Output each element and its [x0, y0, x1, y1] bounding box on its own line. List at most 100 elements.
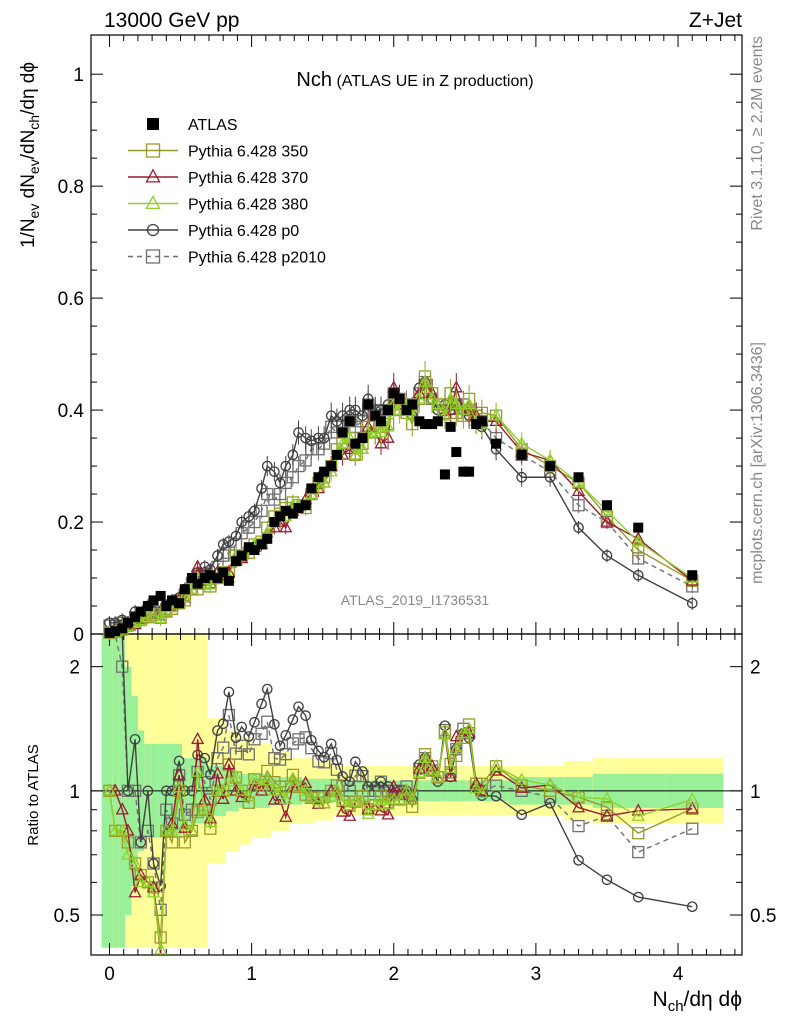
- axes-frame: [90, 34, 743, 956]
- data-point: [217, 718, 229, 730]
- data-point: [235, 783, 249, 796]
- data-point: [235, 739, 248, 752]
- data-point: [146, 223, 160, 237]
- x-axis-label: Nch/dη dϕ: [653, 988, 742, 1015]
- data-point: [370, 410, 381, 421]
- data-point: [412, 765, 426, 778]
- data-point: [274, 477, 286, 489]
- data-point: [516, 471, 528, 483]
- data-point: [631, 534, 645, 547]
- data-point: [571, 789, 586, 803]
- data-point: [475, 785, 489, 798]
- data-point: [236, 550, 247, 561]
- data-point: [135, 837, 147, 848]
- data-point: [191, 805, 204, 819]
- data-point: [185, 823, 199, 836]
- data-point: [632, 569, 644, 581]
- data-point: [223, 536, 235, 547]
- data-point: [451, 447, 462, 458]
- data-point: [117, 623, 128, 634]
- data-point: [292, 733, 305, 746]
- data-point: [399, 783, 414, 796]
- ratio-y-tick-label: 2: [69, 658, 80, 679]
- data-point: [406, 800, 419, 813]
- legend-label: Pythia 6.428 380: [188, 197, 308, 214]
- data-point: [573, 522, 584, 533]
- data-point: [444, 391, 458, 404]
- data-point: [122, 785, 134, 797]
- data-point: [357, 410, 368, 421]
- legend-entry: Pythia 6.428 380: [128, 194, 308, 214]
- data-point: [414, 416, 425, 427]
- data-point: [115, 823, 129, 836]
- data-point: [229, 770, 243, 783]
- data-point: [243, 511, 255, 522]
- data-point: [355, 793, 370, 807]
- data-point: [191, 764, 205, 777]
- x-tick-label: 0: [104, 964, 115, 985]
- data-point: [191, 731, 205, 745]
- data-point: [337, 410, 348, 421]
- data-point: [261, 683, 273, 695]
- data-point: [601, 500, 612, 511]
- data-point: [438, 408, 452, 421]
- rivet-version-label: Rivet 3.1.10, ≥ 2.2M events: [749, 36, 766, 231]
- data-point: [273, 783, 287, 796]
- data-point: [407, 399, 418, 410]
- legend-label: ATLAS: [188, 117, 238, 134]
- series-atlas: [104, 388, 698, 638]
- ratio-series-line: [108, 727, 693, 950]
- data-point: [154, 610, 168, 624]
- data-point: [324, 789, 338, 802]
- data-point: [242, 789, 256, 802]
- ratio-y-tick-label: 0.5: [54, 906, 80, 927]
- data-point: [269, 517, 280, 528]
- data-point: [300, 432, 311, 444]
- data-point: [439, 720, 451, 732]
- plot-title-sub: (ATLAS UE in Z production): [336, 73, 533, 90]
- data-point: [305, 435, 317, 447]
- data-point: [357, 433, 368, 444]
- data-point: [269, 718, 280, 730]
- data-point: [348, 794, 362, 807]
- data-point: [344, 404, 356, 416]
- data-point: [632, 827, 645, 840]
- data-point: [230, 530, 242, 542]
- ratio-y-tick-label-right: 2: [750, 658, 761, 679]
- data-point: [178, 817, 192, 831]
- y-axis-label-part: 1/N: [18, 218, 39, 248]
- data-point: [449, 397, 463, 410]
- data-point: [142, 785, 154, 797]
- tick-labels: 0 1 2 3 4 0 0.2 0.4 0.6 0.8 1 0.5 0.5 1 1 2 2: [54, 65, 777, 985]
- data-point: [632, 891, 644, 903]
- data-point: [388, 388, 399, 399]
- y-axis-label-part: ch: [26, 115, 42, 130]
- data-point: [394, 393, 405, 404]
- data-point: [306, 483, 317, 494]
- legend-entry: Pythia 6.428 p0: [128, 223, 299, 240]
- data-point: [685, 801, 699, 814]
- y-axis-label-part: /dη dϕ: [18, 62, 39, 115]
- data-point: [261, 764, 274, 778]
- data-point: [489, 758, 503, 772]
- data-point: [142, 601, 153, 612]
- data-point: [199, 561, 211, 573]
- x-tick-label: 2: [388, 964, 399, 985]
- x-axis-label-part: N: [653, 988, 668, 1011]
- data-point: [444, 760, 458, 773]
- data-point: [686, 597, 698, 609]
- data-point: [186, 573, 197, 584]
- y-axis-label-part: dN: [18, 174, 39, 204]
- data-point: [210, 766, 225, 779]
- data-point: [363, 399, 374, 410]
- data-point: [418, 750, 432, 763]
- data-point: [121, 847, 135, 860]
- ratio-y-tick-label: 1: [69, 782, 80, 803]
- data-point: [145, 249, 161, 264]
- data-point: [256, 483, 267, 494]
- data-point: [242, 748, 255, 761]
- data-point: [173, 755, 185, 767]
- data-point: [325, 410, 337, 421]
- y-tick-label: 1: [73, 65, 84, 86]
- data-point: [102, 783, 117, 796]
